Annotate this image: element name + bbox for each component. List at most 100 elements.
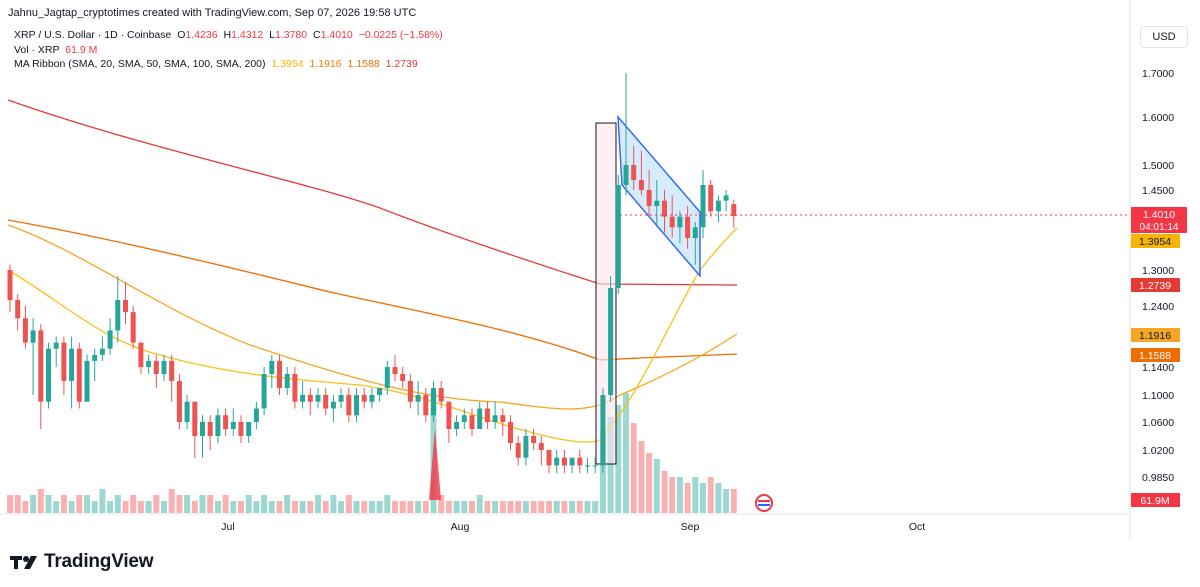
candle-body [300, 395, 306, 402]
volume-bar [330, 495, 337, 513]
volume-bar [76, 495, 83, 513]
candle-body [384, 367, 390, 388]
close-value: 1.4010 [320, 29, 353, 41]
candle-body [669, 216, 675, 228]
volume-bar [492, 501, 499, 513]
candle-body [638, 180, 644, 190]
candle-body [146, 360, 152, 367]
tradingview-logo-text: TradingView [44, 551, 154, 572]
volume-bar [299, 501, 306, 513]
volume-bar [607, 417, 614, 513]
volume-bar [592, 501, 599, 513]
news-flag-icon[interactable] [755, 494, 773, 512]
volume-bar [207, 495, 214, 513]
badge-ma100: 1.1588 [1131, 348, 1180, 362]
candle-body [307, 395, 313, 402]
volume-bar [7, 495, 13, 513]
close-label: C [313, 29, 321, 41]
x-tick-label: Jul [221, 521, 234, 533]
volume-bar [22, 501, 29, 513]
volume-bar [630, 423, 637, 513]
ma-ribbon-legend: MA Ribbon (SMA, 20, SMA, 50, SMA, 100, S… [14, 58, 418, 70]
candle-body [261, 374, 267, 409]
candle-body [546, 450, 552, 466]
volume-bar [368, 501, 375, 513]
currency-selector[interactable]: USD [1140, 26, 1188, 48]
candle-body [538, 443, 544, 450]
volume-bar [114, 495, 121, 513]
candle-body [415, 395, 421, 402]
svg-text:61.9M: 61.9M [1140, 495, 1169, 507]
volume-bar [646, 453, 653, 513]
volume-legend: Vol · XRP 61.9 M [14, 44, 97, 56]
bull-flag-channel [617, 114, 701, 278]
high-label: H [223, 29, 232, 41]
volume-bar [230, 501, 237, 513]
candle-body [92, 354, 98, 361]
volume-bar [700, 483, 706, 513]
volume-label: Vol · XRP [14, 44, 60, 56]
volume-bar [253, 501, 260, 513]
volume-bar [669, 477, 676, 513]
badge-countdown-text: 04:01:14 [1140, 222, 1179, 233]
volume-bar [730, 489, 737, 513]
candle-body [569, 457, 575, 466]
x-tick-label: Sep [681, 521, 700, 533]
volume-bar [576, 501, 583, 513]
candle-body [554, 457, 560, 466]
chart-credit: Jahnu_Jagtap_cryptotimes created with Tr… [8, 7, 417, 19]
volume-bar [268, 501, 275, 513]
y-tick-label: 1.5000 [1142, 160, 1174, 172]
badge-price-text: 1.4010 [1143, 209, 1175, 221]
volume-bar [415, 501, 422, 513]
svg-text:1.1588: 1.1588 [1139, 350, 1171, 362]
candle-body [169, 360, 175, 381]
candle-body [500, 415, 506, 422]
volume-bar [584, 501, 591, 513]
y-tick-label: 1.0600 [1142, 417, 1174, 429]
candle-body [715, 200, 721, 212]
candle-body [608, 288, 614, 395]
volume-bar [499, 501, 506, 513]
candle-body [192, 401, 198, 436]
volume-bar [338, 501, 345, 513]
x-tick-label: Aug [451, 521, 470, 533]
volume-bar [122, 501, 129, 513]
svg-text:1.3954: 1.3954 [1139, 236, 1171, 248]
volume-bar [53, 501, 60, 513]
volume-bar [161, 501, 167, 513]
candle-body [700, 185, 706, 228]
candle-body [731, 204, 737, 217]
volume-bar [530, 501, 537, 513]
volume-bar [214, 501, 221, 513]
candle-body [585, 465, 590, 467]
candle-body [523, 436, 529, 458]
candle-body [53, 342, 59, 349]
candle-body [623, 165, 629, 185]
candle-body [592, 465, 598, 467]
volume-bar [484, 501, 491, 513]
candle-body [677, 216, 683, 228]
candle-body [69, 348, 75, 381]
candle-body [631, 165, 637, 180]
volume-bar [245, 495, 252, 513]
volume-bar [376, 501, 383, 513]
candle-body [138, 342, 144, 367]
candle-body [346, 395, 352, 416]
volume-bar [684, 483, 691, 513]
candle-body [161, 360, 167, 374]
volume-bar [68, 501, 75, 513]
candle-body [123, 300, 128, 313]
candle-body [61, 342, 67, 381]
volume-bar [322, 501, 329, 513]
volume-bar [407, 501, 414, 513]
candle-body [284, 374, 290, 388]
y-tick-label: 1.0200 [1142, 445, 1174, 457]
candle-body [292, 374, 298, 402]
volume-bar [191, 501, 198, 513]
tradingview-logo: TradingView [10, 551, 154, 573]
candle-body [577, 457, 583, 466]
candle-body [615, 185, 621, 288]
volume-bar [453, 501, 460, 513]
